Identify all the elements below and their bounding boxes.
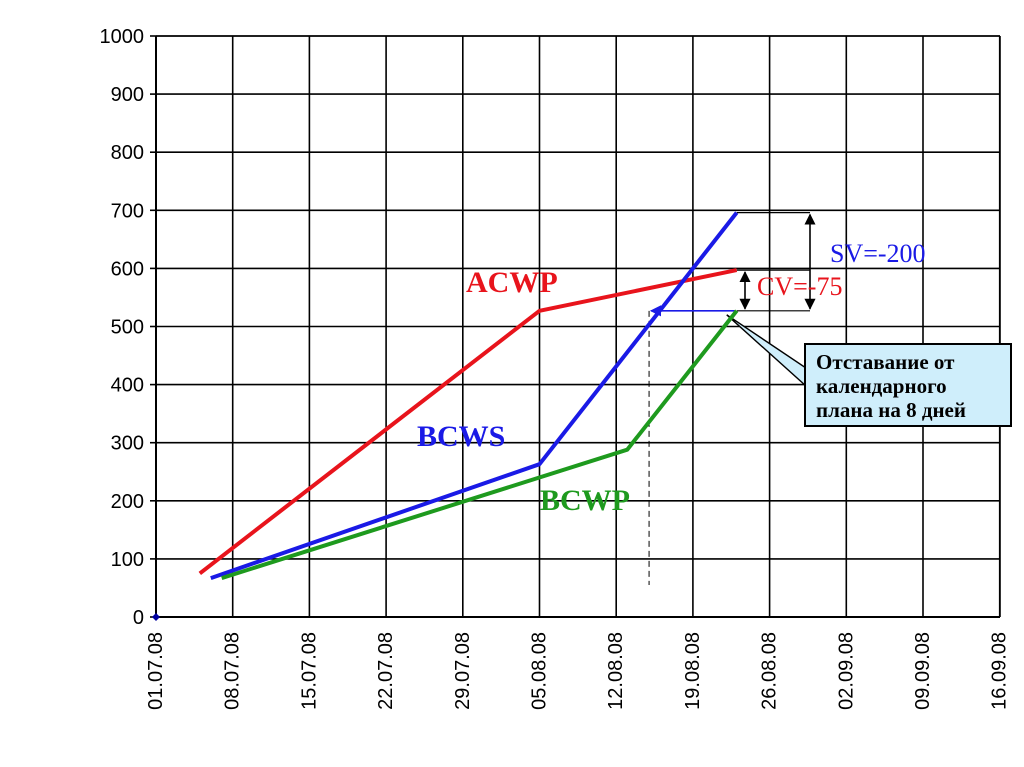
x-tick-label: 02.09.08: [835, 632, 857, 710]
series-labels: ACWP BCWS BCWP SV=-200 CV=-75: [417, 239, 926, 517]
x-tick-label: 19.08.08: [682, 632, 704, 710]
y-tick-label: 200: [111, 491, 144, 513]
series-label-acwp: ACWP: [466, 266, 558, 299]
x-tick-label: 08.07.08: [222, 632, 244, 710]
y-tick-label: 900: [111, 84, 144, 106]
y-tick-label: 400: [111, 375, 144, 397]
sv-label: SV=-200: [830, 239, 926, 268]
series-label-bcwp: BCWP: [540, 484, 630, 517]
series-line-bcwp: [221, 309, 739, 581]
x-tick-label: 22.07.08: [375, 632, 397, 710]
cv-label: CV=-75: [757, 272, 842, 301]
x-tick-label: 29.07.08: [452, 632, 474, 710]
callout-line-2: календарного: [816, 374, 947, 398]
grid: [156, 35, 1001, 617]
y-tick-label: 0: [133, 607, 144, 629]
y-tick-label: 600: [111, 258, 144, 280]
series-line-bcws: [210, 211, 739, 580]
y-tick-label: 1000: [100, 26, 145, 48]
y-tick-label: 300: [111, 433, 144, 455]
x-tick-label: 16.09.08: [989, 632, 1011, 710]
series-lines: [152, 211, 739, 621]
y-tick-label: 800: [111, 142, 144, 164]
x-tick-label: 05.08.08: [529, 632, 551, 710]
x-tick-label: 01.07.08: [145, 632, 167, 710]
callout-pointer: [726, 314, 807, 388]
x-tick-label: 26.08.08: [759, 632, 781, 710]
x-tick-label: 12.08.08: [605, 632, 627, 710]
axes: [150, 35, 1001, 618]
x-tick-label: 15.07.08: [298, 632, 320, 710]
origin-point-marker: [152, 613, 160, 621]
annotation-lines: [648, 212, 816, 586]
x-tick-label: 09.09.08: [912, 632, 934, 710]
y-tick-label: 100: [111, 549, 144, 571]
y-tick-label: 700: [111, 200, 144, 222]
callout-line-1: Отставание от: [816, 350, 955, 374]
x-tick-labels: 01.07.08 08.07.08 15.07.08 22.07.08 29.07.08…: [145, 632, 1011, 710]
series-label-bcws: BCWS: [417, 420, 505, 453]
series-line-acwp: [198, 268, 738, 575]
callout-line-3: плана на 8 дней: [816, 398, 966, 422]
y-tick-labels: 0 100 200 300 400 500 600 700 800 900 1000: [100, 26, 145, 629]
lag-callout-box: Отставание от календарного плана на 8 дн…: [804, 343, 1012, 427]
y-tick-label: 500: [111, 317, 144, 339]
